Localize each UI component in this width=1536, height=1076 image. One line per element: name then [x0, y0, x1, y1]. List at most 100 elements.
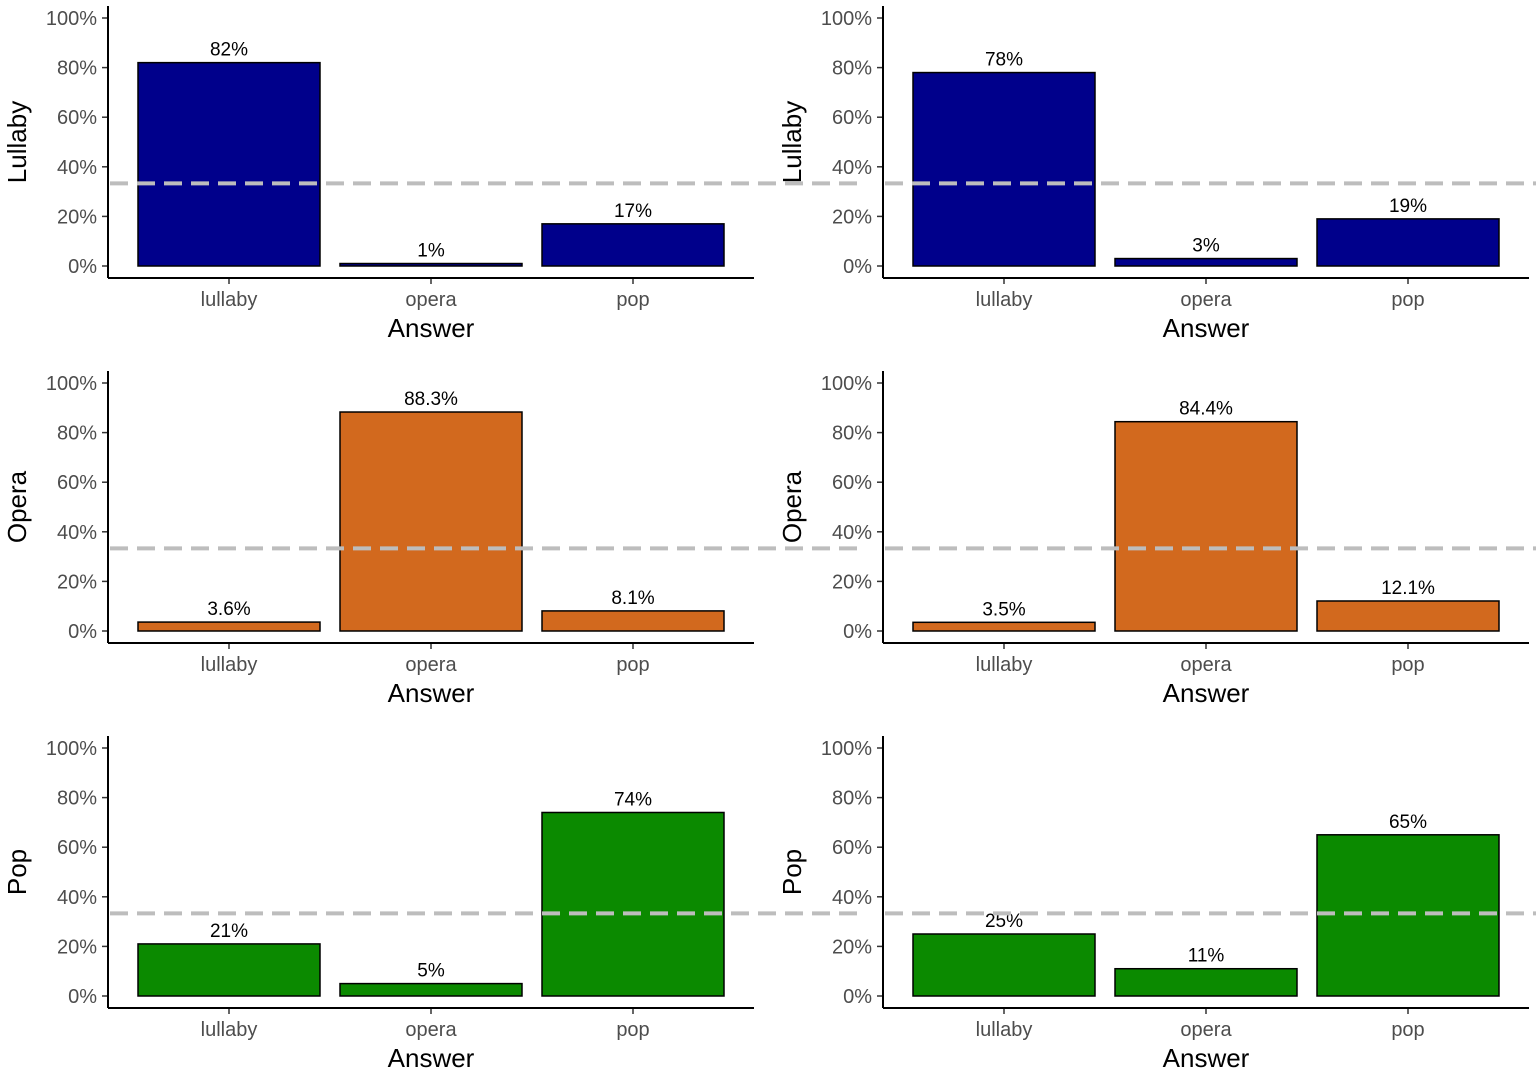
- y-tick-label: 40%: [57, 157, 97, 179]
- data-label: 84.4%: [1179, 399, 1233, 420]
- y-tick-label: 100%: [46, 373, 97, 395]
- chart-panel: 0% 20% 40% 60% 80% 100% 25% lullaby 11% opera 65% p…: [777, 736, 1536, 1073]
- y-tick-label: 0%: [843, 986, 872, 1008]
- y-tick-label: 80%: [57, 423, 97, 445]
- bar-lullaby: [912, 71, 1096, 267]
- y-axis-title: Opera: [2, 470, 32, 543]
- x-tick-label: opera: [405, 654, 457, 676]
- data-label: 74%: [614, 789, 652, 810]
- bar-opera: [1114, 967, 1298, 997]
- bar-opera: [1114, 257, 1298, 267]
- data-label: 3.6%: [207, 599, 250, 620]
- y-tick-label: 60%: [57, 837, 97, 859]
- x-tick-label: lullaby: [976, 289, 1033, 311]
- x-axis-title: Answer: [388, 1043, 475, 1073]
- y-tick-label: 20%: [57, 571, 97, 593]
- bar-opera: [339, 411, 523, 632]
- chart-panel: 0% 20% 40% 60% 80% 100% 82% lullaby 1% opera 17% po…: [2, 6, 864, 343]
- y-tick-label: 100%: [821, 8, 872, 30]
- y-tick-label: 100%: [46, 738, 97, 760]
- y-tick-label: 40%: [57, 887, 97, 909]
- y-tick-label: 40%: [832, 887, 872, 909]
- y-tick-label: 100%: [821, 738, 872, 760]
- y-tick-label: 60%: [57, 107, 97, 129]
- y-tick-label: 80%: [57, 788, 97, 810]
- bar-pop: [541, 811, 725, 997]
- bar-lullaby: [137, 621, 321, 632]
- chart-panel: 0% 20% 40% 60% 80% 100% 3.5% lullaby 84.4% opera 1…: [777, 371, 1536, 708]
- y-tick-label: 0%: [68, 986, 97, 1008]
- y-tick-label: 40%: [832, 522, 872, 544]
- y-tick-label: 80%: [832, 423, 872, 445]
- y-axis-title: Pop: [2, 849, 32, 895]
- x-tick-label: lullaby: [201, 289, 258, 311]
- bar-pop: [541, 223, 725, 267]
- bar-pop: [541, 610, 725, 632]
- bar-lullaby: [137, 943, 321, 997]
- y-tick-label: 20%: [832, 571, 872, 593]
- data-label: 19%: [1389, 196, 1427, 217]
- x-tick-label: opera: [1180, 654, 1232, 676]
- bar-opera: [339, 262, 523, 267]
- data-label: 65%: [1389, 812, 1427, 833]
- y-tick-label: 0%: [68, 621, 97, 643]
- y-tick-label: 80%: [57, 58, 97, 80]
- x-tick-label: opera: [1180, 289, 1232, 311]
- x-axis-title: Answer: [1163, 678, 1250, 708]
- x-tick-label: lullaby: [201, 654, 258, 676]
- y-tick-label: 80%: [832, 788, 872, 810]
- y-axis-title: Pop: [777, 849, 807, 895]
- x-tick-label: opera: [405, 1019, 457, 1041]
- bar-lullaby: [912, 621, 1096, 632]
- data-label: 12.1%: [1381, 578, 1435, 599]
- x-axis-title: Answer: [388, 313, 475, 343]
- x-tick-label: pop: [1391, 1019, 1424, 1041]
- y-tick-label: 60%: [832, 837, 872, 859]
- y-tick-label: 20%: [832, 206, 872, 228]
- y-tick-label: 80%: [832, 58, 872, 80]
- bar-lullaby: [137, 61, 321, 267]
- y-axis-title: Lullaby: [2, 101, 32, 183]
- chart-panel: 0% 20% 40% 60% 80% 100% 21% lullaby 5% opera 74% po…: [2, 736, 864, 1073]
- y-tick-label: 100%: [46, 8, 97, 30]
- data-label: 3.5%: [982, 599, 1025, 620]
- y-tick-label: 100%: [821, 373, 872, 395]
- x-tick-label: opera: [405, 289, 457, 311]
- data-label: 3%: [1192, 236, 1220, 257]
- data-label: 21%: [210, 921, 248, 942]
- data-label: 8.1%: [611, 588, 654, 609]
- y-tick-label: 20%: [832, 936, 872, 958]
- y-tick-label: 0%: [843, 621, 872, 643]
- y-tick-label: 0%: [68, 256, 97, 278]
- x-tick-label: lullaby: [976, 654, 1033, 676]
- x-tick-label: pop: [1391, 654, 1424, 676]
- bar-pop: [1316, 600, 1500, 632]
- y-tick-label: 20%: [57, 936, 97, 958]
- data-label: 11%: [1188, 946, 1225, 967]
- x-tick-label: pop: [616, 289, 649, 311]
- data-label: 82%: [210, 40, 248, 61]
- x-axis-title: Answer: [388, 678, 475, 708]
- y-tick-label: 60%: [832, 107, 872, 129]
- x-tick-label: lullaby: [201, 1019, 258, 1041]
- y-tick-label: 0%: [843, 256, 872, 278]
- y-axis-title: Opera: [777, 470, 807, 543]
- data-label: 88.3%: [404, 389, 458, 410]
- x-axis-title: Answer: [1163, 1043, 1250, 1073]
- x-tick-label: pop: [616, 1019, 649, 1041]
- bar-opera: [339, 982, 523, 997]
- x-axis-title: Answer: [1163, 313, 1250, 343]
- data-label: 1%: [417, 241, 445, 262]
- y-tick-label: 20%: [57, 206, 97, 228]
- data-label: 5%: [417, 961, 445, 982]
- x-tick-label: pop: [1391, 289, 1424, 311]
- y-tick-label: 60%: [832, 472, 872, 494]
- data-label: 17%: [614, 201, 652, 222]
- y-tick-label: 60%: [57, 472, 97, 494]
- data-label: 25%: [985, 911, 1023, 932]
- x-tick-label: opera: [1180, 1019, 1232, 1041]
- data-label: 78%: [985, 50, 1023, 71]
- x-tick-label: lullaby: [976, 1019, 1033, 1041]
- y-tick-label: 40%: [57, 522, 97, 544]
